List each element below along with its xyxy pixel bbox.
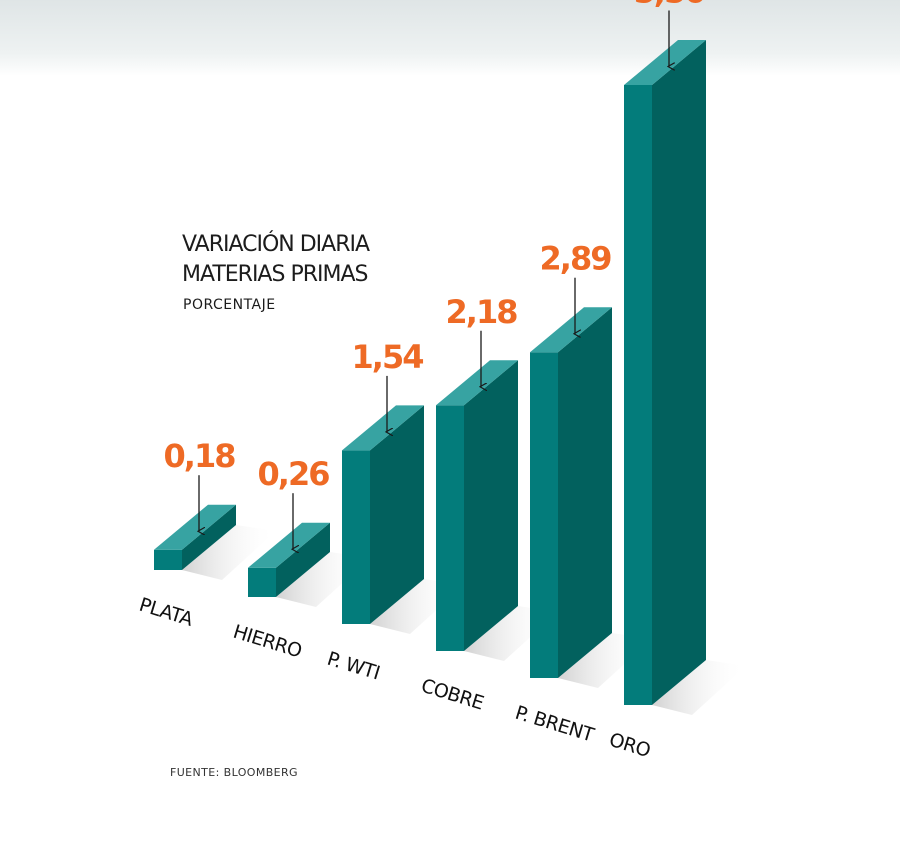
value-label: 2,18 [446,293,518,331]
value-label: 0,26 [258,455,330,493]
bar-side [370,405,424,624]
category-label: P. BRENT [513,702,597,747]
bar-group-2: 1,54 P. WTI [325,338,464,685]
bar-front [436,405,464,651]
value-label: 5,50 [634,0,706,11]
category-label: P. WTI [325,648,383,685]
bar-top [248,522,330,568]
bar-front [530,352,558,678]
chart-title-line-2: MATERIAS PRIMAS [182,262,368,287]
bar-side [558,307,612,678]
bar-group-4: 2,89 P. BRENT [513,240,652,747]
bar-front [342,450,370,624]
chart-title: VARIACIÓN DIARIA [182,232,370,257]
category-label: PLATA [137,594,196,631]
category-label: COBRE [419,675,487,715]
value-label: 2,89 [540,240,612,278]
bar-top [624,40,706,85]
bar-shadow [182,525,276,580]
bar-top [436,360,518,406]
bar-side [182,504,236,570]
chart-subtitle: PORCENTAJE [183,297,276,313]
value-label: 0,18 [164,437,236,475]
bar-top [342,405,424,451]
chart-source: FUENTE: BLOOMBERG [170,766,298,779]
bar-front [624,85,652,705]
bar-group-0: 0,18 PLATA [137,437,276,631]
bar-front [248,567,276,597]
bar-side [276,522,330,597]
header-band [0,0,900,76]
value-label: 1,54 [352,338,424,376]
bar-front [154,549,182,570]
category-label: ORO [607,729,653,762]
category-label: HIERRO [231,621,305,663]
bar-top [530,307,612,353]
bar-top [154,504,236,550]
bar-side [464,360,518,651]
bar-shadow [652,660,746,715]
bar-side [652,40,706,705]
bar-group-5: 5,50 ORO [607,0,746,762]
